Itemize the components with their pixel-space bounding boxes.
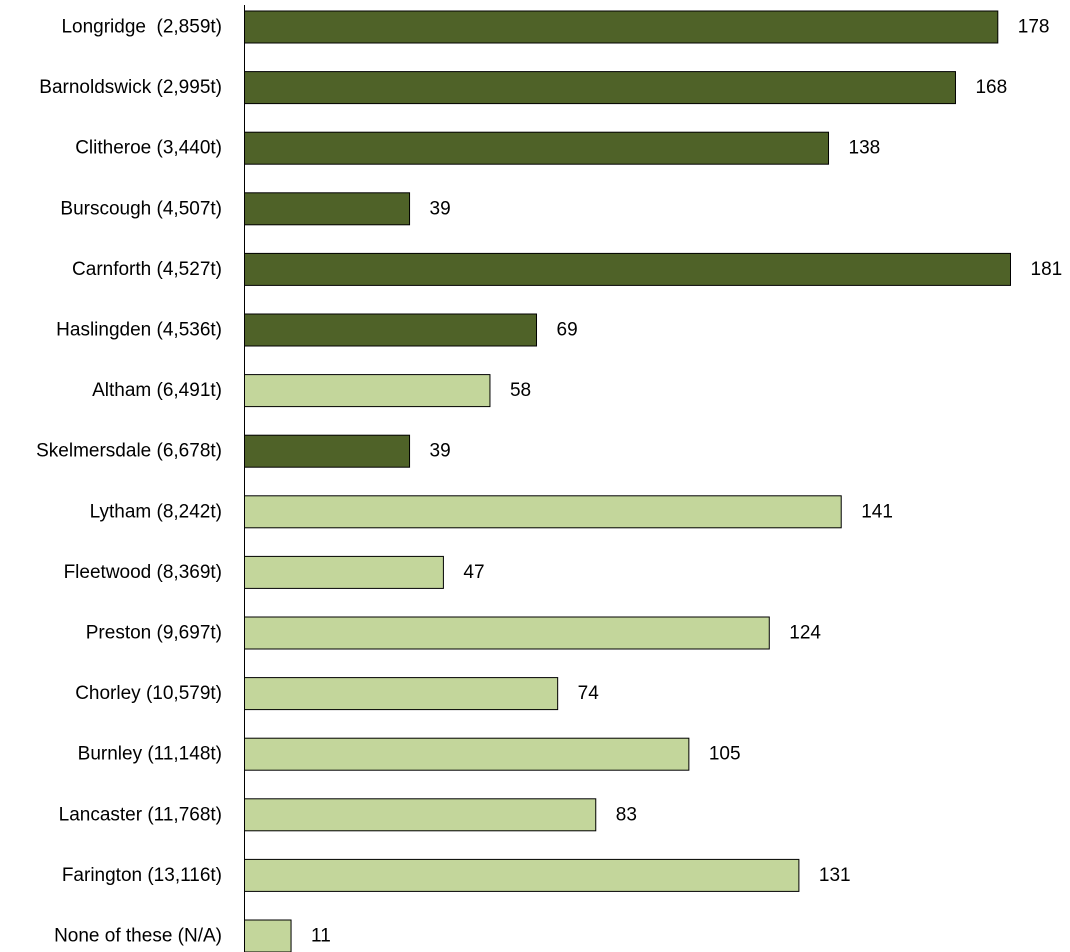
category-label: Chorley (10,579t) <box>75 683 222 704</box>
category-label: Clitheroe (3,440t) <box>75 138 222 159</box>
category-label: Haslingden (4,536t) <box>56 320 222 341</box>
bar <box>244 919 292 952</box>
category-label: Barnoldswick (2,995t) <box>39 77 222 98</box>
category-labels: Longridge (2,859t) Barnoldswick (2,995t) C… <box>36 17 222 947</box>
bar <box>244 252 1011 286</box>
data-label: 39 <box>430 441 451 462</box>
category-label: Farington (13,116t) <box>62 865 222 886</box>
category-label: Lancaster (11,768t) <box>59 804 222 825</box>
data-label: 178 <box>1018 17 1050 38</box>
bar <box>244 131 830 165</box>
bar <box>244 798 597 832</box>
data-label: 168 <box>975 77 1007 98</box>
data-label: 69 <box>557 320 578 341</box>
category-label: None of these (N/A) <box>54 926 222 947</box>
data-label: 58 <box>510 380 531 401</box>
data-label: 131 <box>819 865 851 886</box>
category-label: Skelmersdale (6,678t) <box>36 441 222 462</box>
bar <box>244 677 559 711</box>
bars-layer <box>244 10 1011 952</box>
bar <box>244 10 999 44</box>
data-label: 39 <box>430 198 451 219</box>
bar <box>244 71 956 105</box>
bar <box>244 313 538 347</box>
category-label: Altham (6,491t) <box>92 380 222 401</box>
value-labels: 178 168 138 39 181 69 58 39 141 47 124 74 105 83 131 11 <box>311 17 1062 947</box>
data-label: 124 <box>789 623 821 644</box>
bar <box>244 495 842 529</box>
category-label: Fleetwood (8,369t) <box>64 562 222 583</box>
category-label: Lytham (8,242t) <box>90 501 222 522</box>
data-label: 181 <box>1031 259 1063 280</box>
category-label: Burnley (11,148t) <box>78 744 222 765</box>
data-label: 138 <box>849 138 881 159</box>
category-label: Longridge (2,859t) <box>61 17 222 38</box>
bar <box>244 434 411 468</box>
data-label: 74 <box>578 683 600 704</box>
bar <box>244 374 491 408</box>
category-label: Carnforth (4,527t) <box>72 259 222 280</box>
bar <box>244 737 690 771</box>
bar <box>244 858 800 892</box>
data-label: 47 <box>463 562 484 583</box>
bar <box>244 192 411 226</box>
data-label: 141 <box>861 501 893 522</box>
bar <box>244 555 444 589</box>
data-label: 105 <box>709 744 741 765</box>
data-label: 11 <box>311 926 331 947</box>
bar <box>244 616 770 650</box>
category-label: Burscough (4,507t) <box>60 198 222 219</box>
data-label: 83 <box>616 804 637 825</box>
category-label: Preston (9,697t) <box>86 623 222 644</box>
